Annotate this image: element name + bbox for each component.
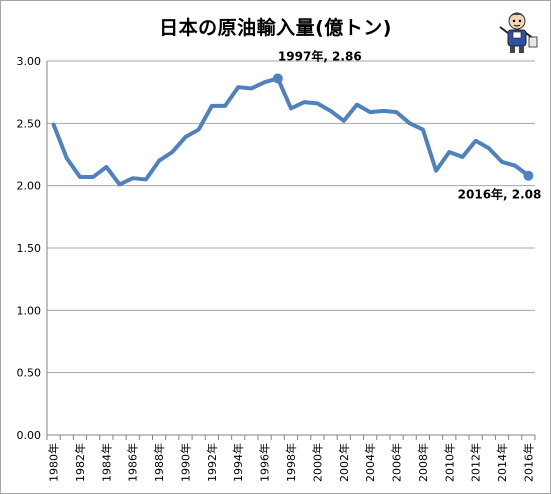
x-tick-label: 1990年 xyxy=(178,443,192,482)
x-tick-label: 2012年 xyxy=(469,443,483,482)
x-tick-label: 2000年 xyxy=(310,443,324,482)
x-tick-label: 2004年 xyxy=(363,443,377,482)
x-tick-label: 2008年 xyxy=(416,443,430,482)
y-tick-label: 0.50 xyxy=(17,367,42,380)
x-tick-label: 1994年 xyxy=(231,443,245,482)
series-line xyxy=(51,76,531,187)
x-tick-label: 2006年 xyxy=(390,443,404,482)
x-tick-label: 1996年 xyxy=(258,443,272,482)
x-tick-label: 1980年 xyxy=(47,443,61,482)
data-label: 2016年, 2.08 xyxy=(458,187,542,202)
x-tick-label: 1998年 xyxy=(284,443,298,482)
x-tick-label: 2010年 xyxy=(442,443,456,482)
highlight-point xyxy=(272,73,283,84)
x-tick-label: 2002年 xyxy=(337,443,351,482)
x-tick-label: 2016年 xyxy=(521,443,535,482)
x-tick-label: 2014年 xyxy=(495,443,509,482)
y-tick-label: 0.00 xyxy=(17,429,42,442)
y-tick-label: 2.00 xyxy=(17,180,42,193)
y-tick-label: 3.00 xyxy=(17,55,42,68)
x-tick-label: 1982年 xyxy=(73,443,87,482)
x-tick-label: 1984年 xyxy=(99,443,113,482)
x-tick-label: 1988年 xyxy=(152,443,166,482)
x-tick-label: 1986年 xyxy=(126,443,140,482)
mascot-icon xyxy=(499,12,538,53)
chart-title: 日本の原油輸入量(億トン) xyxy=(159,17,392,39)
y-tick-label: 1.00 xyxy=(17,304,42,317)
highlight-point xyxy=(523,170,534,181)
y-tick-label: 2.50 xyxy=(17,117,42,130)
x-tick-label: 1992年 xyxy=(205,443,219,482)
y-tick-label: 1.50 xyxy=(17,242,42,255)
data-label: 1997年, 2.86 xyxy=(278,48,362,63)
